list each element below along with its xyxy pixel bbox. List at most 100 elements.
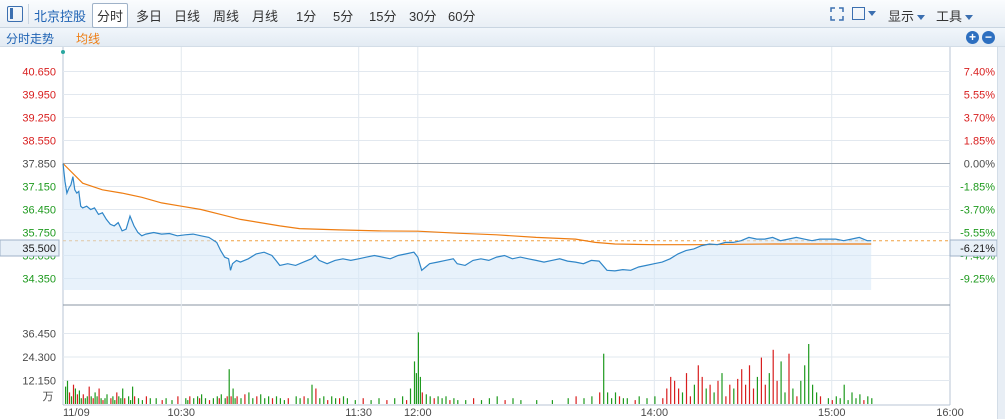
volume-bar [65,386,67,404]
volume-bar [622,398,624,404]
time-tick-label: 10:30 [168,407,196,419]
display-menu[interactable]: 显示 [888,6,926,25]
volume-bar [417,332,419,404]
volume-bar [307,398,309,404]
tab-daily[interactable]: 日线 [174,9,201,24]
volume-bar [68,392,71,404]
volume-bar [149,398,151,404]
volume-bar [362,398,364,404]
volume-bar [394,398,396,404]
volume-bar [725,396,727,404]
volume-bar [788,353,790,404]
volume-bar [66,380,69,404]
volume-bar [415,373,417,404]
chart-title: 分时走势 [6,32,55,46]
zoom-in-icon[interactable]: + [966,31,979,44]
volume-bar [583,398,585,404]
volume-bar [88,386,90,404]
tab-60min[interactable]: 60分 [448,9,476,24]
volume-bar [591,396,593,404]
tools-menu[interactable]: 工具 [936,6,974,25]
volume-bar [378,398,380,404]
volume-bar [745,384,747,404]
volume-bar [406,400,408,404]
volume-bar [839,398,841,404]
price-tick-label: 35.750 [22,228,56,240]
volume-bar [859,394,861,404]
tab-multi-day[interactable]: 多日 [136,9,163,24]
volume-bar [713,392,715,404]
volume-bar [319,398,321,404]
chevron-down-icon [868,11,876,17]
zoom-out-icon[interactable]: − [982,31,995,44]
panel-toggle-icon[interactable] [7,6,23,22]
volume-bar [102,400,104,404]
volume-bar [760,357,762,404]
volume-bar [685,373,688,404]
volume-bar [567,398,569,404]
volume-bar [816,392,818,404]
volume-bar [855,398,857,404]
volume-bar [413,361,416,404]
volume-bar [370,400,372,404]
volume-bar [419,376,421,404]
volume-bar [386,400,388,404]
volume-bar [772,349,774,404]
tab-1min[interactable]: 1分 [296,9,317,24]
volume-bar [187,400,189,404]
volume-bar [847,400,849,404]
layout-select[interactable] [852,6,876,21]
volume-bar [197,396,199,404]
tab-monthly[interactable]: 月线 [252,9,279,24]
volume-bar [92,398,94,404]
volume-bar [134,396,136,404]
volume-bar [433,398,435,404]
volume-bar [208,400,211,404]
time-tick-label: 15:00 [818,407,846,419]
tab-15min[interactable]: 15分 [369,9,397,24]
volume-bar [827,398,829,404]
volume-bar [171,400,173,404]
price-grid [62,47,951,405]
volume-bar [303,396,305,404]
tab-5min[interactable]: 5分 [333,9,354,24]
volume-bar [409,388,412,404]
volume-bar [614,392,617,404]
volume-bar [808,344,810,404]
volume-tick-label: 24.300 [22,352,56,364]
volume-bar [100,398,102,404]
volume-bar [819,396,822,404]
volume-bar [128,396,130,404]
tab-30min[interactable]: 30分 [409,9,437,24]
volume-bar [120,398,122,404]
volume-bar [96,396,98,404]
volume-bar [504,400,506,404]
volume-bar [331,396,333,404]
volume-bar [520,400,522,404]
volume-bar [737,378,739,404]
volume-bar [106,394,108,404]
fullscreen-icon[interactable] [830,7,844,21]
volume-bar [80,398,82,404]
volume-bar [90,396,92,404]
side-scroll-rail[interactable] [997,47,1005,419]
volume-bar [311,384,313,404]
volume-bar [323,396,325,404]
stock-name[interactable]: 北京控股 [34,9,87,24]
volume-bar [449,400,451,404]
chart-subheader: 分时走势 均线 + − [0,28,1005,47]
volume-bar [425,394,427,404]
volume-bar [638,396,640,404]
price-tick-label: 39.250 [22,113,56,125]
volume-bar [748,365,751,404]
tab-intraday[interactable]: 分时 [92,3,129,28]
volume-bar [701,376,703,404]
tab-weekly[interactable]: 周线 [213,9,240,24]
toolbar-divider [28,4,29,24]
volume-bar [812,384,814,404]
volume-bar [618,396,621,404]
tools-menu-label: 工具 [936,9,963,24]
volume-bar [421,392,423,404]
price-tick-label: 40.650 [22,67,56,79]
volume-tick-label: 36.450 [22,329,56,341]
